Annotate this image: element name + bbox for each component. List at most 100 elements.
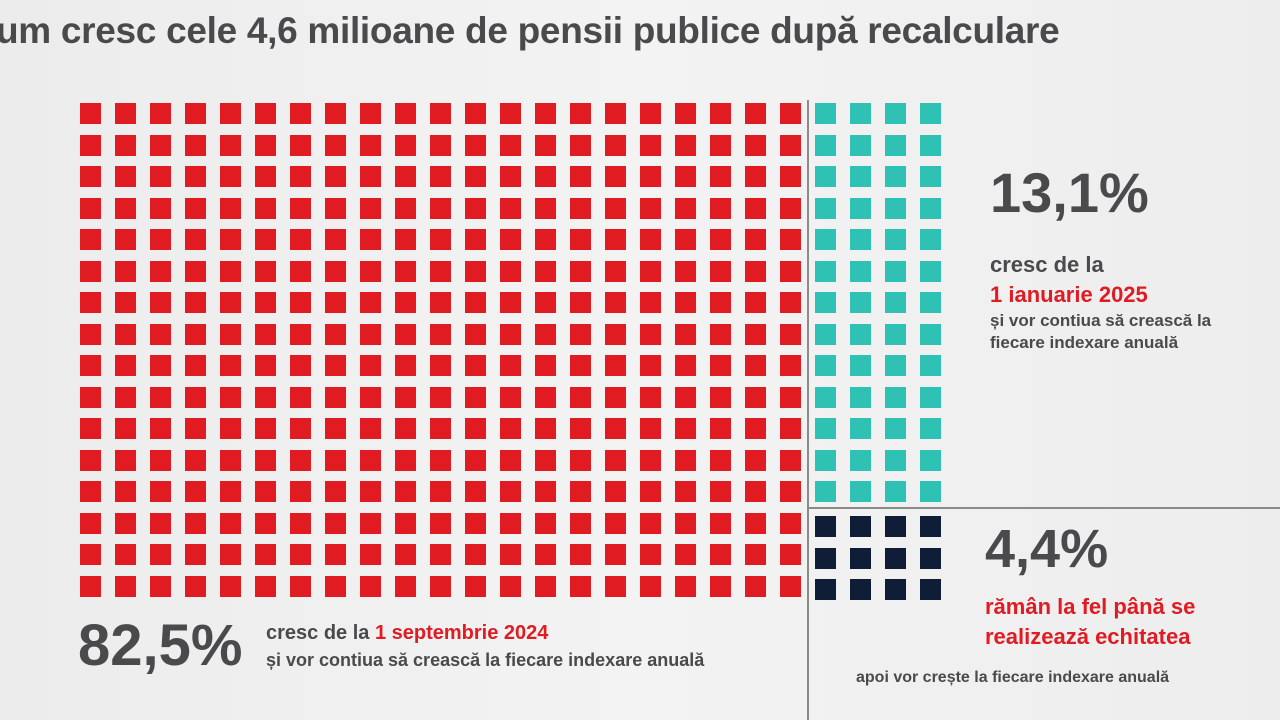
waffle-square-red [255,103,276,124]
waffle-square-red [745,229,766,250]
percent-label-navy: 4,4% [985,519,1109,579]
waffle-square-red [325,418,346,439]
waffle-square-red [360,449,381,471]
waffle-square-red [220,260,241,282]
waffle-square-red [535,103,556,124]
waffle-square-teal [850,323,871,345]
waffle-square-red [395,575,416,597]
waffle-square-teal [815,418,836,439]
waffle-square-red [465,575,486,597]
waffle-square-red [185,386,206,408]
waffle-square-red [220,512,241,534]
waffle-square-red [290,323,311,345]
waffle-square-red [570,575,591,597]
waffle-square-red [745,166,766,187]
waffle-square-red [780,229,801,250]
waffle-square-red [80,481,101,502]
waffle-square-teal [850,386,871,408]
waffle-square-red [430,323,451,345]
waffle-square-red [80,575,101,597]
waffle-square-red [80,323,101,345]
waffle-square-teal [920,134,941,156]
waffle-square-red [570,544,591,565]
waffle-square-red [675,134,696,156]
waffle-square-red [115,512,136,534]
waffle-square-red [115,449,136,471]
waffle-square-red [325,544,346,565]
waffle-square-red [605,134,626,156]
waffle-square-red [395,544,416,565]
waffle-square-red [220,386,241,408]
waffle-square-teal [920,323,941,345]
waffle-square-red [290,544,311,565]
waffle-square-red [115,292,136,313]
waffle-square-red [535,418,556,439]
waffle-square-red [640,292,661,313]
waffle-square-red [500,512,521,534]
waffle-square-red [570,418,591,439]
description-navy-line1: rămân la fel până se [985,594,1196,619]
waffle-square-teal [815,103,836,124]
waffle-square-red [710,134,731,156]
waffle-square-red [290,449,311,471]
waffle-square-red [360,229,381,250]
waffle-square-red [185,323,206,345]
waffle-square-red [150,292,171,313]
waffle-square-red [80,229,101,250]
waffle-square-teal [850,292,871,313]
waffle-square-red [640,166,661,187]
waffle-square-red [360,197,381,219]
waffle-square-red [255,134,276,156]
waffle-square-red [325,512,346,534]
waffle-square-red [465,512,486,534]
waffle-square-red [780,449,801,471]
waffle-square-red [150,449,171,471]
waffle-square-teal [920,229,941,250]
waffle-square-red [535,355,556,376]
waffle-square-red [465,292,486,313]
waffle-square-red [115,355,136,376]
waffle-square-red [535,229,556,250]
waffle-square-red [640,260,661,282]
waffle-square-teal [885,166,906,187]
waffle-square-red [710,292,731,313]
waffle-square-red [675,449,696,471]
waffle-square-red [710,355,731,376]
waffle-square-red [535,544,556,565]
waffle-square-red [395,292,416,313]
waffle-square-red [150,355,171,376]
waffle-square-teal [920,418,941,439]
waffle-square-red [675,197,696,219]
waffle-square-teal [815,449,836,471]
waffle-square-red [535,386,556,408]
waffle-square-red [500,386,521,408]
description-red-line2: și vor contiua să crească la fiecare ind… [266,650,705,670]
waffle-square-red [780,103,801,124]
waffle-square-red [325,449,346,471]
waffle-square-teal [885,323,906,345]
waffle-square-red [80,103,101,124]
waffle-square-red [80,260,101,282]
waffle-square-teal [885,260,906,282]
waffle-square-teal [885,449,906,471]
waffle-square-red [290,229,311,250]
waffle-square-red [500,103,521,124]
waffle-square-red [430,512,451,534]
waffle-square-red [605,197,626,219]
waffle-square-red [325,197,346,219]
waffle-square-teal [850,197,871,219]
waffle-square-red [115,323,136,345]
waffle-square-red [500,481,521,502]
waffle-square-teal [850,418,871,439]
waffle-square-red [255,292,276,313]
waffle-square-red [360,575,381,597]
percent-label-red: 82,5% [78,613,243,678]
waffle-square-red [640,355,661,376]
waffle-square-red [290,260,311,282]
waffle-square-teal [920,355,941,376]
waffle-square-red [220,166,241,187]
waffle-square-red [605,292,626,313]
waffle-square-red [115,544,136,565]
waffle-square-red [395,134,416,156]
waffle-square-red [640,197,661,219]
